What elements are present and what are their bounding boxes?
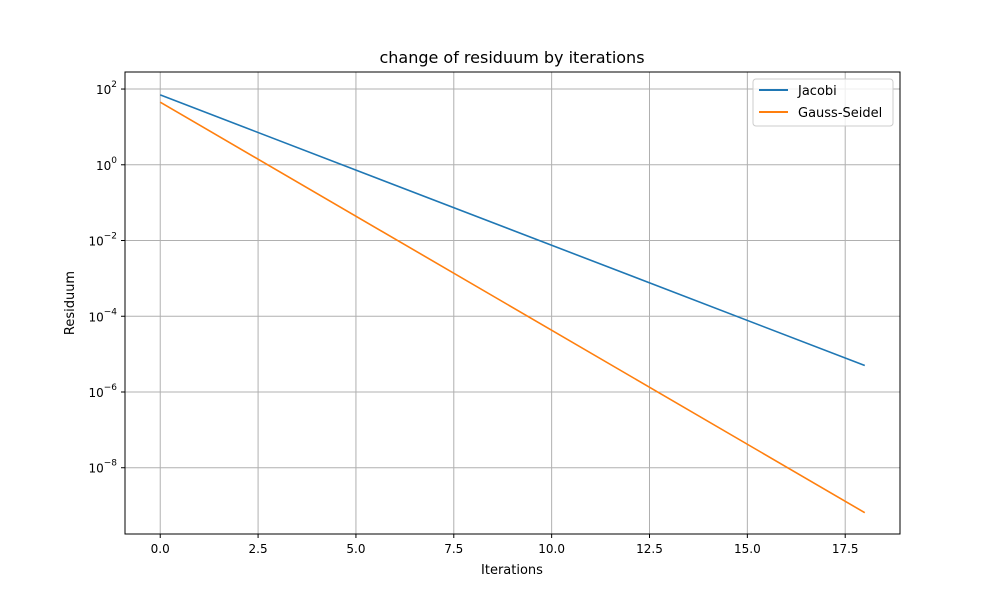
grid xyxy=(125,72,900,534)
x-tick-label: 12.5 xyxy=(636,542,663,556)
y-tick-label: 10−6 xyxy=(88,383,117,400)
x-tick-label: 5.0 xyxy=(346,542,365,556)
series-line-jacobi xyxy=(159,94,866,367)
x-tick-label: 17.5 xyxy=(832,542,859,556)
y-tick-exponent: −2 xyxy=(104,232,117,242)
y-tick-exponent: −4 xyxy=(104,307,118,317)
y-tick-base: 10 xyxy=(96,83,111,97)
chart-title: change of residuum by iterations xyxy=(379,48,644,67)
x-axis-ticks: 0.0 2.5 5.0 7.5 10.0 12.5 15.0 17.5 xyxy=(151,534,859,556)
legend-label-jacobi: Jacobi xyxy=(797,84,837,99)
y-tick-base: 10 xyxy=(88,310,103,324)
legend-label-gauss-seidel: Gauss-Seidel xyxy=(798,106,882,121)
y-tick-base: 10 xyxy=(88,462,103,476)
y-tick-label: 102 xyxy=(96,80,117,97)
y-tick-base: 10 xyxy=(88,235,103,249)
x-tick-label: 0.0 xyxy=(151,542,170,556)
legend: Jacobi Gauss-Seidel xyxy=(752,78,894,127)
y-tick-base: 10 xyxy=(96,159,111,173)
series-line-gauss-seidel xyxy=(159,101,866,514)
x-axis-label: Iterations xyxy=(481,563,543,578)
x-tick-label: 10.0 xyxy=(538,542,565,556)
plot-area-frame xyxy=(124,71,901,535)
y-tick-exponent: 0 xyxy=(111,156,117,166)
y-tick-label: 10−8 xyxy=(88,459,117,476)
y-axis-label: Residuum xyxy=(63,271,78,335)
series-layer xyxy=(159,94,866,514)
y-tick-exponent: 2 xyxy=(111,80,117,90)
x-tick-label: 7.5 xyxy=(444,542,463,556)
y-tick-label: 10−4 xyxy=(88,307,117,324)
y-tick-label: 100 xyxy=(96,156,117,173)
y-tick-exponent: −6 xyxy=(104,383,118,393)
y-tick-label: 10−2 xyxy=(88,232,117,249)
x-tick-label: 2.5 xyxy=(249,542,268,556)
x-tick-label: 15.0 xyxy=(734,542,761,556)
y-tick-exponent: −8 xyxy=(104,459,118,469)
y-tick-base: 10 xyxy=(88,386,103,400)
